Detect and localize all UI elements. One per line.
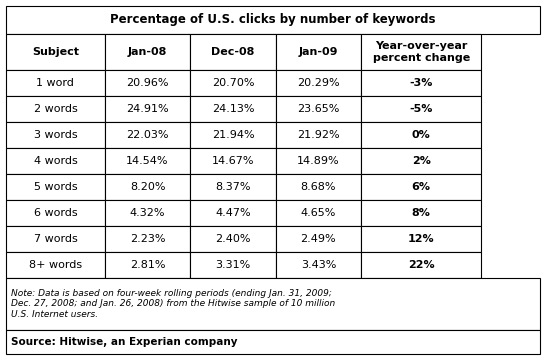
Text: 3.43%: 3.43% — [301, 260, 336, 270]
Bar — [105, 148, 190, 174]
Bar — [361, 34, 481, 70]
Bar — [105, 122, 190, 148]
Text: 4.65%: 4.65% — [301, 208, 336, 218]
Text: Year-over-year
percent change: Year-over-year percent change — [372, 41, 470, 63]
Text: 22%: 22% — [408, 260, 435, 270]
Text: 2.23%: 2.23% — [130, 234, 165, 244]
Text: 8.37%: 8.37% — [215, 182, 251, 192]
Text: 6 words: 6 words — [34, 208, 77, 218]
Text: Subject: Subject — [32, 47, 79, 57]
Text: -5%: -5% — [410, 104, 433, 114]
Text: 23.65%: 23.65% — [297, 104, 340, 114]
Bar — [190, 148, 276, 174]
Text: 7 words: 7 words — [33, 234, 78, 244]
Bar — [276, 174, 361, 200]
Bar — [105, 34, 190, 70]
Text: 8+ words: 8+ words — [29, 260, 82, 270]
Bar — [361, 200, 481, 226]
Text: Jan-08: Jan-08 — [128, 47, 167, 57]
Bar — [276, 122, 361, 148]
Text: 24.13%: 24.13% — [212, 104, 254, 114]
Text: Note: Data is based on four-week rolling periods (ending Jan. 31, 2009;
Dec. 27,: Note: Data is based on four-week rolling… — [11, 289, 335, 319]
Text: 20.70%: 20.70% — [212, 78, 254, 88]
Text: 4.47%: 4.47% — [215, 208, 251, 218]
Text: Percentage of U.S. clicks by number of keywords: Percentage of U.S. clicks by number of k… — [110, 13, 436, 26]
Text: 21.94%: 21.94% — [212, 130, 254, 140]
Bar — [190, 252, 276, 278]
Bar — [361, 252, 481, 278]
Bar — [105, 174, 190, 200]
Bar — [276, 252, 361, 278]
Bar — [6, 96, 105, 122]
Bar — [6, 6, 540, 34]
Bar — [361, 226, 481, 252]
Bar — [361, 122, 481, 148]
Bar — [361, 148, 481, 174]
Text: 2.40%: 2.40% — [215, 234, 251, 244]
Text: -3%: -3% — [410, 78, 433, 88]
Bar — [6, 200, 105, 226]
Text: 21.92%: 21.92% — [297, 130, 340, 140]
Text: 8.68%: 8.68% — [301, 182, 336, 192]
Bar — [190, 174, 276, 200]
Bar — [361, 70, 481, 96]
Text: 8%: 8% — [412, 208, 431, 218]
Bar — [105, 226, 190, 252]
Text: 22.03%: 22.03% — [126, 130, 169, 140]
Bar — [105, 96, 190, 122]
Text: 2 words: 2 words — [33, 104, 78, 114]
Bar — [190, 96, 276, 122]
Bar — [6, 226, 105, 252]
Text: 14.54%: 14.54% — [126, 156, 169, 166]
Bar — [6, 122, 105, 148]
Text: 4 words: 4 words — [33, 156, 78, 166]
Bar — [6, 252, 105, 278]
Text: Jan-09: Jan-09 — [299, 47, 338, 57]
Bar — [276, 148, 361, 174]
Bar — [190, 200, 276, 226]
Bar — [190, 34, 276, 70]
Bar — [105, 70, 190, 96]
Bar — [190, 70, 276, 96]
Text: 3 words: 3 words — [34, 130, 77, 140]
Bar — [6, 148, 105, 174]
Text: 14.89%: 14.89% — [297, 156, 340, 166]
Bar — [6, 70, 105, 96]
Text: 3.31%: 3.31% — [215, 260, 251, 270]
Bar — [190, 122, 276, 148]
Bar — [6, 34, 105, 70]
Bar — [361, 174, 481, 200]
Bar — [190, 226, 276, 252]
Text: 1 word: 1 word — [37, 78, 74, 88]
Text: 6%: 6% — [412, 182, 431, 192]
Bar — [276, 70, 361, 96]
Bar — [276, 200, 361, 226]
Bar — [276, 96, 361, 122]
Text: 2.49%: 2.49% — [301, 234, 336, 244]
Text: 12%: 12% — [408, 234, 435, 244]
Text: 2%: 2% — [412, 156, 431, 166]
Bar — [276, 34, 361, 70]
Bar — [276, 226, 361, 252]
Text: 20.29%: 20.29% — [297, 78, 340, 88]
Text: 5 words: 5 words — [34, 182, 77, 192]
Text: 24.91%: 24.91% — [126, 104, 169, 114]
Text: 8.20%: 8.20% — [130, 182, 165, 192]
Bar — [361, 96, 481, 122]
Bar — [6, 330, 540, 354]
Text: 0%: 0% — [412, 130, 431, 140]
Text: Dec-08: Dec-08 — [211, 47, 254, 57]
Bar — [6, 174, 105, 200]
Bar — [105, 200, 190, 226]
Text: 2.81%: 2.81% — [130, 260, 165, 270]
Text: 14.67%: 14.67% — [212, 156, 254, 166]
Bar — [6, 278, 540, 330]
Text: 20.96%: 20.96% — [126, 78, 169, 88]
Bar — [105, 252, 190, 278]
Text: Source: Hitwise, an Experian company: Source: Hitwise, an Experian company — [11, 337, 238, 347]
Text: 4.32%: 4.32% — [130, 208, 165, 218]
